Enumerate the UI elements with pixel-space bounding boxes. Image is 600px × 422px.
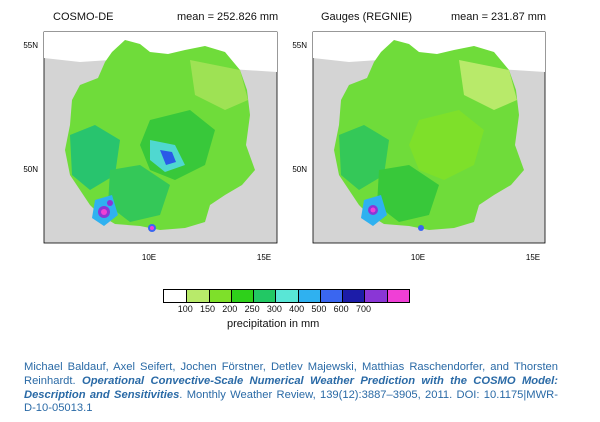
panel-2-title: Gauges (REGNIE) (321, 11, 413, 23)
citation-block: Michael Baldauf, Axel Seifert, Jochen Fö… (24, 361, 558, 416)
lat-tick-50n-left: 50N (23, 165, 38, 174)
map-gauges-regnie: 55N 50N 10E 15E (292, 31, 546, 262)
colorbar-tick-label: 200 (222, 304, 238, 314)
colorbar-tick-label: 500 (311, 304, 327, 314)
colorbar-swatch (208, 290, 231, 302)
lat-tick-55n-left: 55N (23, 41, 38, 50)
colorbar-tick-label: 600 (333, 304, 349, 314)
panel-2-mean: mean = 231.87 mm (451, 11, 547, 23)
lat-tick-50n-right: 50N (292, 165, 307, 174)
panel-1-title: COSMO-DE (53, 11, 114, 23)
lon-tick-15e-left: 15E (257, 253, 271, 262)
colorbar-tick-label: 400 (289, 304, 305, 314)
colorbar-swatch (364, 290, 387, 302)
colorbar-tick-label: 300 (266, 304, 282, 314)
colorbar-unit-label: precipitation in mm (227, 318, 320, 330)
colorbar-swatch (342, 290, 365, 302)
panel-1-mean: mean = 252.826 mm (177, 11, 279, 23)
lon-tick-15e-right: 15E (526, 253, 540, 262)
colorbar-swatch (253, 290, 276, 302)
colorbar-swatch (186, 290, 209, 302)
precipitation-colorbar (163, 289, 410, 303)
colorbar-swatch (319, 290, 343, 302)
citation-authors: Michael Baldauf, Axel Seifert, Jochen Fö… (24, 361, 558, 387)
lon-tick-10e-left: 10E (142, 253, 156, 262)
map-cosmo-de: 55N 50N 10E 15E (23, 31, 278, 262)
lat-tick-55n-right: 55N (292, 41, 307, 50)
colorbar-swatch (275, 290, 298, 302)
colorbar-swatch (297, 290, 320, 302)
colorbar-tick-label: 700 (355, 304, 371, 314)
citation-title: Operational Convective-Scale Numerical W… (24, 374, 558, 401)
citation-journal: . Monthly Weather Review, 139(12):3887–3… (24, 388, 558, 415)
colorbar-tick-label: 100 (177, 304, 193, 314)
lon-tick-10e-right: 10E (411, 253, 425, 262)
colorbar-tick-label: 150 (200, 304, 216, 314)
colorbar-tick-label: 250 (244, 304, 260, 314)
colorbar-swatch (386, 290, 409, 302)
colorbar-swatch (164, 290, 187, 302)
maps-figure: 55N 50N 10E 15E 55N 50N 10E 15E (23, 31, 546, 262)
colorbar-swatch (230, 290, 254, 302)
